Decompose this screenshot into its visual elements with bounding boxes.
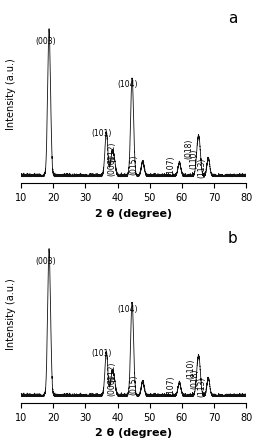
Text: a: a xyxy=(228,11,237,26)
Text: (101): (101) xyxy=(91,130,112,139)
Text: (107): (107) xyxy=(166,376,175,396)
X-axis label: 2 θ (degree): 2 θ (degree) xyxy=(95,428,172,438)
Text: (006): (006) xyxy=(107,376,116,396)
Y-axis label: Intensity (a.u.): Intensity (a.u.) xyxy=(6,278,15,350)
Text: (003): (003) xyxy=(35,257,55,266)
Text: (101): (101) xyxy=(91,349,112,358)
X-axis label: 2 θ (degree): 2 θ (degree) xyxy=(95,209,172,218)
Text: (107): (107) xyxy=(166,156,175,176)
Text: (006): (006) xyxy=(107,155,116,176)
Text: (015): (015) xyxy=(130,154,139,175)
Text: (003): (003) xyxy=(35,37,55,46)
Text: (110): (110) xyxy=(189,148,198,169)
Text: (104): (104) xyxy=(118,80,138,89)
Text: (018): (018) xyxy=(184,139,193,159)
Y-axis label: Intensity (a.u.): Intensity (a.u.) xyxy=(6,59,15,130)
Text: (113): (113) xyxy=(197,157,206,178)
Text: (012): (012) xyxy=(107,141,116,162)
Text: (018): (018) xyxy=(191,369,200,389)
Text: b: b xyxy=(228,231,237,246)
Text: (012): (012) xyxy=(107,361,116,381)
Text: (104): (104) xyxy=(118,305,138,313)
Text: (015): (015) xyxy=(130,374,139,395)
Text: (110): (110) xyxy=(187,358,196,379)
Text: (113): (113) xyxy=(197,377,206,397)
